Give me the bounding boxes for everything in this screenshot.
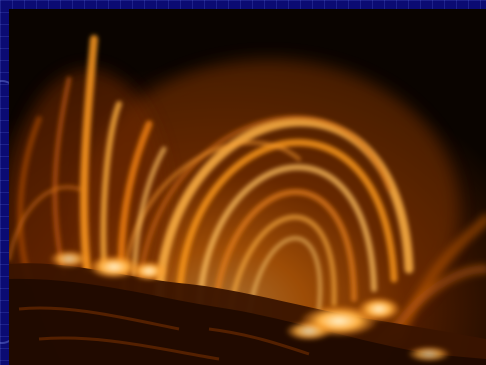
coronal-loops-graphic: [9, 9, 486, 365]
solar-image: [9, 9, 486, 365]
